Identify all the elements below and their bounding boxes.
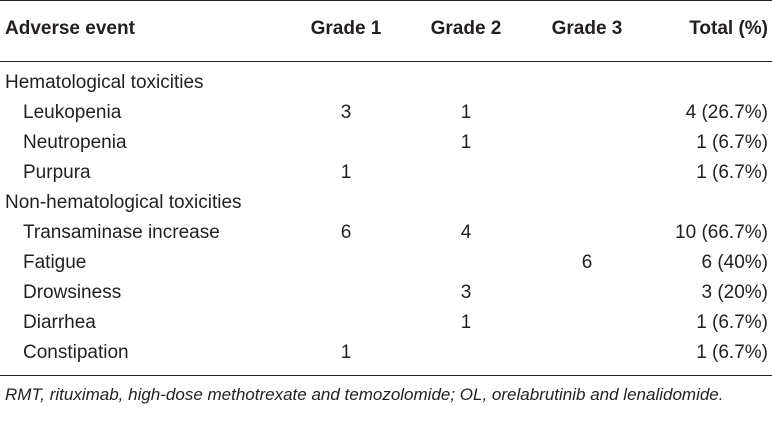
row-total: 1 (6.7%) bbox=[696, 132, 768, 153]
header-grade-2: Grade 2 bbox=[430, 18, 502, 39]
table-top-rule bbox=[0, 0, 772, 1]
row-grade-2: 1 bbox=[460, 132, 472, 153]
table-footnote: RMT, rituximab, high-dose methotrexate a… bbox=[5, 385, 724, 404]
table-bottom-rule bbox=[0, 375, 772, 376]
row-grade-1: 1 bbox=[340, 342, 352, 363]
header-total: Total (%) bbox=[689, 18, 768, 39]
row-total: 10 (66.7%) bbox=[675, 222, 768, 243]
row-total: 1 (6.7%) bbox=[696, 342, 768, 363]
row-grade-1 bbox=[300, 308, 392, 338]
row-event: Transaminase increase bbox=[23, 222, 220, 243]
row-event: Constipation bbox=[23, 342, 129, 363]
row-event: Purpura bbox=[23, 162, 91, 183]
row-grade-3: 6 bbox=[581, 252, 593, 273]
header-adverse-event: Adverse event bbox=[5, 18, 135, 39]
row-total: 1 (6.7%) bbox=[696, 312, 768, 333]
row-event: Leukopenia bbox=[23, 102, 122, 123]
row-grade-2: 4 bbox=[460, 222, 472, 243]
header-grade-3: Grade 3 bbox=[551, 18, 623, 39]
row-event: Neutropenia bbox=[23, 132, 127, 153]
group-label-hematological: Hematological toxicities bbox=[5, 72, 204, 93]
row-grade-1 bbox=[300, 128, 392, 158]
row-total: 1 (6.7%) bbox=[696, 162, 768, 183]
row-grade-1: 1 bbox=[340, 162, 352, 183]
table-header-rule bbox=[0, 61, 772, 62]
header-grade-1: Grade 1 bbox=[310, 18, 382, 39]
row-event: Drowsiness bbox=[23, 282, 122, 303]
row-grade-2: 1 bbox=[460, 102, 472, 123]
row-grade-1 bbox=[300, 248, 392, 278]
row-grade-1: 3 bbox=[340, 102, 352, 123]
row-event: Fatigue bbox=[23, 252, 87, 273]
group-label-non-hematological: Non-hematological toxicities bbox=[5, 192, 242, 213]
row-grade-2 bbox=[420, 248, 512, 278]
row-grade-2: 1 bbox=[460, 312, 472, 333]
row-grade-2: 3 bbox=[460, 282, 472, 303]
row-grade-1 bbox=[300, 278, 392, 308]
row-total: 6 (40%) bbox=[701, 252, 768, 273]
row-total: 4 (26.7%) bbox=[685, 102, 768, 123]
row-event: Diarrhea bbox=[23, 312, 96, 333]
row-total: 3 (20%) bbox=[701, 282, 768, 303]
row-grade-2 bbox=[420, 158, 512, 188]
row-grade-1: 6 bbox=[340, 222, 352, 243]
row-grade-2 bbox=[420, 338, 512, 368]
